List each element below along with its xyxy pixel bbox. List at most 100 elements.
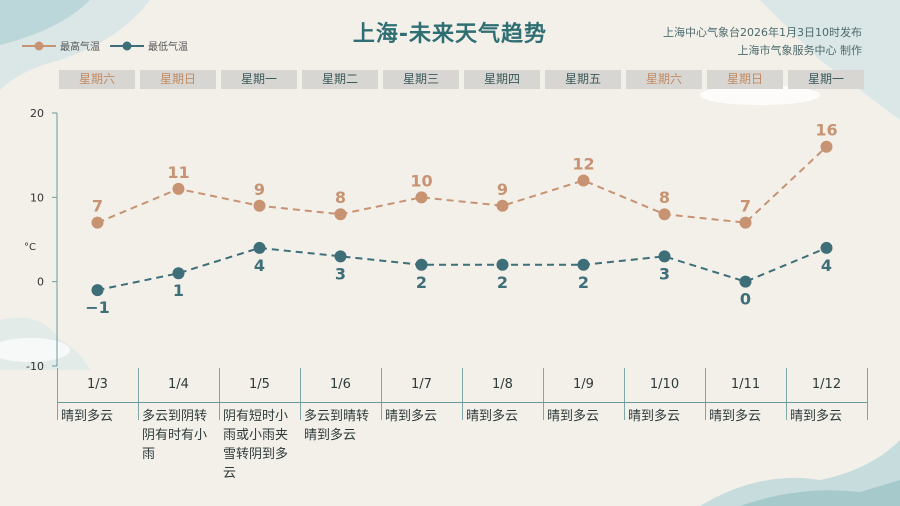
low-temp-point: [253, 241, 266, 254]
weather-description: 晴到多云: [709, 409, 762, 424]
legend-high: 最高气温: [22, 38, 100, 53]
low-temp-point: [91, 284, 104, 297]
low-temp-point: [577, 258, 590, 271]
table-divider: [381, 368, 382, 420]
high-temp-point: [253, 199, 266, 212]
publisher-info: 上海中心气象台2026年1月3日10时发布 上海市气象服务中心 制作: [663, 24, 862, 60]
high-temp-point: [415, 191, 428, 204]
y-tick-label: 20: [30, 107, 44, 120]
high-temp-point: [172, 182, 185, 195]
page-title: 上海-未来天气趋势: [352, 22, 548, 47]
table-divider: [705, 368, 706, 420]
low-temp-point: [658, 250, 671, 263]
weekday-label: 星期四: [464, 70, 540, 89]
y-tick-label: 10: [30, 191, 44, 204]
weather-description: 多云到晴转晴到多云: [304, 409, 370, 443]
low-temp-label: 2: [416, 273, 427, 292]
date-label: 1/9: [543, 368, 624, 403]
high-temp-label: 9: [497, 180, 508, 199]
low-temp-line: [97, 246, 827, 292]
table-divider: [300, 368, 301, 420]
low-temp-label: 0: [740, 290, 751, 309]
weekday-label: 星期六: [59, 70, 135, 89]
date-label: 1/10: [624, 368, 705, 403]
table-divider: [786, 368, 787, 420]
forecast-column: 1/7 晴到多云: [381, 368, 462, 426]
date-label: 1/5: [219, 368, 300, 403]
table-divider: [543, 368, 544, 420]
high-temp-label: 7: [740, 197, 751, 216]
producer: 上海市气象服务中心 制作: [737, 44, 863, 57]
high-temp-label: 9: [254, 180, 265, 199]
date-label: 1/4: [138, 368, 219, 403]
weekday-label: 星期日: [140, 70, 216, 89]
date-label: 1/7: [381, 368, 462, 403]
table-divider: [867, 368, 868, 420]
weekday-label: 星期六: [626, 70, 702, 89]
weather-description: 晴到多云: [466, 409, 519, 424]
y-tick-label: 0: [37, 276, 44, 289]
weather-description: 晴到多云: [790, 409, 843, 424]
high-temp-label: 12: [572, 154, 594, 173]
high-temp-label: 8: [335, 188, 346, 207]
low-temp-label: 3: [335, 264, 346, 283]
low-temp-point: [415, 258, 428, 271]
forecast-column: 1/8 晴到多云: [462, 368, 543, 426]
low-temp-label: −1: [85, 298, 110, 317]
weather-description: 多云到阴转阴有时有小雨: [142, 409, 208, 462]
high-temp-point: [577, 174, 590, 187]
table-divider: [624, 368, 625, 420]
y-tick-label: -10: [26, 360, 44, 373]
date-label: 1/8: [462, 368, 543, 403]
weekday-row: 星期六 星期日 星期一 星期二 星期三 星期四 星期五 星期六 星期日 星期一: [58, 70, 864, 90]
weekday-label: 星期二: [302, 70, 378, 89]
forecast-column: 1/11 晴到多云: [705, 368, 786, 426]
high-temp-label: 7: [92, 197, 103, 216]
date-label: 1/3: [57, 368, 138, 403]
low-temp-label: 2: [497, 273, 508, 292]
high-temp-point: [496, 199, 509, 212]
low-temp-point: [739, 275, 752, 288]
table-divider: [57, 368, 58, 420]
y-axis-label: °C: [24, 242, 36, 253]
weekday-label: 星期日: [707, 70, 783, 89]
legend-low: 最低气温: [110, 38, 188, 53]
date-label: 1/11: [705, 368, 786, 403]
low-temp-label: 2: [578, 273, 589, 292]
high-temp-line: [97, 146, 828, 224]
forecast-column: 1/5 阴有短时小雨或小雨夹雪转阴到多云: [219, 368, 300, 483]
low-temp-label: 4: [254, 256, 265, 275]
legend-high-swatch: [22, 41, 56, 50]
table-divider: [219, 368, 220, 420]
weekday-label: 星期五: [545, 70, 621, 89]
high-temp-label: 8: [659, 188, 670, 207]
weather-description: 阴有短时小雨或小雨夹雪转阴到多云: [223, 409, 289, 481]
low-temp-label: 1: [173, 281, 184, 300]
weather-description: 晴到多云: [547, 409, 600, 424]
legend-low-swatch: [110, 41, 144, 50]
high-temp-label: 10: [410, 171, 432, 190]
low-temp-point: [496, 258, 509, 271]
high-temp-label: 11: [167, 163, 189, 182]
forecast-column: 1/9 晴到多云: [543, 368, 624, 426]
low-temp-point: [820, 241, 833, 254]
high-temp-label: 16: [815, 121, 837, 140]
forecast-table: 1/3 晴到多云 1/4 多云到阴转阴有时有小雨 1/5 阴有短时小雨或小雨夹雪转阴到多云…: [57, 368, 868, 481]
forecast-column: 1/10 晴到多云: [624, 368, 705, 426]
legend-high-label: 最高气温: [60, 42, 100, 53]
high-temp-point: [334, 208, 347, 221]
forecast-column: 1/4 多云到阴转阴有时有小雨: [138, 368, 219, 464]
low-temp-label: 3: [659, 264, 670, 283]
table-divider: [138, 368, 139, 420]
weather-description: 晴到多云: [61, 409, 114, 424]
weather-description: 晴到多云: [385, 409, 438, 424]
weather-description: 晴到多云: [628, 409, 681, 424]
legend-low-label: 最低气温: [148, 42, 188, 53]
forecast-column: 1/12 晴到多云: [786, 368, 867, 426]
high-temp-point: [658, 208, 671, 221]
chart-legend: 最高气温 最低气温: [22, 38, 188, 53]
weekday-label: 星期一: [221, 70, 297, 89]
forecast-column: 1/3 晴到多云: [57, 368, 138, 426]
publish-time: 上海中心气象台2026年1月3日10时发布: [663, 26, 862, 39]
